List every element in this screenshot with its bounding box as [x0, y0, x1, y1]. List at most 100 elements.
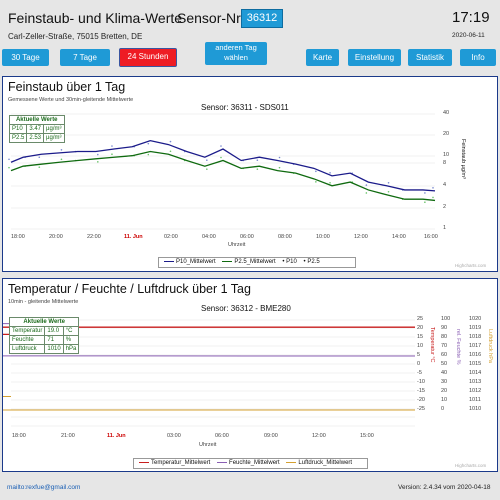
hum-tick: 80 — [441, 334, 448, 340]
y-tick: 8 — [443, 160, 447, 166]
p25-point — [206, 168, 208, 170]
x-tick: 10:00 — [316, 234, 330, 240]
fine-dust-x-title: Uhrzeit — [228, 242, 246, 248]
press-unit: hPa — [62, 344, 80, 354]
temp-tick: 10 — [417, 343, 424, 349]
p25-point — [315, 181, 317, 183]
press-tick: 1016 — [469, 352, 482, 358]
other-day-button[interactable]: anderen Tag wählen — [205, 42, 267, 65]
temp-tick: 20 — [417, 325, 424, 331]
hum-unit: % — [62, 335, 80, 345]
temp-tick: -10 — [417, 379, 425, 385]
climate-chart — [3, 319, 416, 427]
24-hours-button[interactable]: 24 Stunden — [119, 48, 177, 67]
p10-name: P10 — [8, 124, 28, 134]
hum-tick: 90 — [441, 325, 448, 331]
fine-dust-title: Feinstaub über 1 Tag — [8, 80, 126, 94]
other-day-line2: wählen — [224, 53, 248, 62]
temp-unit: °C — [62, 326, 80, 336]
p25-point — [147, 153, 150, 156]
p25-point — [8, 166, 10, 169]
p25-mean-line — [10, 150, 436, 202]
sensor-number-input[interactable]: 36312 — [241, 9, 283, 28]
x-tick: 22:00 — [87, 234, 101, 240]
p25-point — [97, 161, 99, 163]
address: Carl-Zeller-Straße, 75015 Bretten, DE — [8, 32, 143, 41]
p10-point — [111, 145, 113, 147]
page-title: Feinstaub- und Klima-Werte — [8, 10, 183, 26]
x-tick-date: 11. Jun — [124, 234, 143, 240]
p10-point — [147, 142, 150, 145]
press-value: 1010 — [44, 344, 64, 354]
7-days-button[interactable]: 7 Tage — [60, 49, 110, 66]
hum-tick: 60 — [441, 352, 448, 358]
p25-point — [111, 153, 113, 156]
press-tick: 1010 — [469, 406, 482, 412]
chart-credit: Highcharts.com — [455, 463, 487, 468]
temp-name: Temperatur — [8, 326, 46, 336]
p25-unit: µg/m³ — [43, 133, 65, 143]
climate-x-title: Uhrzeit — [199, 442, 217, 448]
temp-tick: 25 — [417, 316, 424, 322]
hum-tick: 70 — [441, 343, 448, 349]
pressure-mean-line — [3, 395, 415, 411]
x-tick: 08:00 — [278, 234, 292, 240]
header: Feinstaub- und Klima-Werte Sensor-Nr: 36… — [0, 0, 500, 74]
legend-item-temperature[interactable]: Temperatur_Mittelwert — [139, 459, 210, 468]
temp-tick: -25 — [417, 406, 425, 412]
x-tick: 12:00 — [354, 234, 368, 240]
legend-item-p10-mean[interactable]: P10_Mittelwert — [164, 258, 216, 267]
p25-point — [329, 181, 331, 184]
statistics-button[interactable]: Statistik — [408, 49, 452, 66]
legend-item-humidity[interactable]: Feuchte_Mittelwert — [217, 459, 280, 468]
legend-item-p25[interactable]: • P2.5 — [303, 259, 320, 265]
p10-point — [315, 170, 317, 173]
map-button[interactable]: Karte — [306, 49, 339, 66]
hum-tick: 30 — [441, 379, 448, 385]
30-days-button[interactable]: 30 Tage — [2, 49, 49, 66]
y-tick: 2 — [443, 204, 447, 210]
mail-link[interactable]: mailto:rexfue@gmail.com — [7, 484, 81, 491]
climate-sensor: Sensor: 36312 - BME280 — [201, 304, 291, 313]
legend-item-p10[interactable]: • P10 — [282, 259, 297, 265]
p10-unit: µg/m³ — [43, 124, 65, 134]
p25-point — [365, 192, 368, 194]
x-tick: 02:00 — [164, 234, 178, 240]
settings-button[interactable]: Einstellung — [348, 49, 401, 66]
p25-point — [220, 156, 222, 159]
fine-dust-current-table: Aktuelle Werte P10 3.47 µg/m³ P2.5 2.53 … — [8, 115, 65, 143]
p25-point — [169, 150, 172, 153]
p10-value: 3.47 — [26, 124, 45, 134]
x-tick-date: 11. Jun — [107, 433, 126, 439]
x-tick: 04:00 — [202, 234, 216, 240]
p10-point — [365, 184, 368, 186]
temp-tick: -5 — [417, 370, 422, 376]
x-tick: 18:00 — [12, 433, 26, 439]
legend-item-pressure[interactable]: Luftdruck_Mittelwert — [286, 459, 352, 468]
press-tick: 1018 — [469, 334, 482, 340]
climate-subtitle: 10min - gleitende Mittelwerte — [8, 299, 79, 305]
y-tick: 10 — [443, 152, 450, 158]
hum-tick: 50 — [441, 361, 448, 367]
climate-legend: Temperatur_Mittelwert Feuchte_Mittelwert… — [133, 458, 368, 469]
legend-item-p25-mean[interactable]: P2.5_Mittelwert — [222, 258, 276, 267]
x-tick: 06:00 — [240, 234, 254, 240]
climate-card: Temperatur / Feuchte / Luftdruck über 1 … — [2, 278, 498, 472]
x-tick: 15:00 — [360, 433, 374, 439]
p10-point — [97, 153, 99, 156]
p10-point — [38, 156, 41, 159]
hum-value: 71 — [44, 335, 64, 345]
info-button[interactable]: Info — [460, 49, 496, 66]
p10-point — [329, 172, 331, 174]
climate-current-title: Aktuelle Werte — [8, 317, 80, 327]
x-tick: 21:00 — [61, 433, 75, 439]
climate-title: Temperatur / Feuchte / Luftdruck über 1 … — [8, 282, 251, 296]
p25-value: 2.53 — [26, 133, 45, 143]
press-axis-title: Luftdruck hPa — [487, 329, 493, 363]
press-tick: 1015 — [469, 361, 482, 367]
temp-tick: 0 — [417, 361, 421, 367]
x-tick: 12:00 — [312, 433, 326, 439]
p10-point — [8, 158, 10, 161]
p25-point — [387, 190, 390, 193]
p10-point — [278, 156, 281, 159]
